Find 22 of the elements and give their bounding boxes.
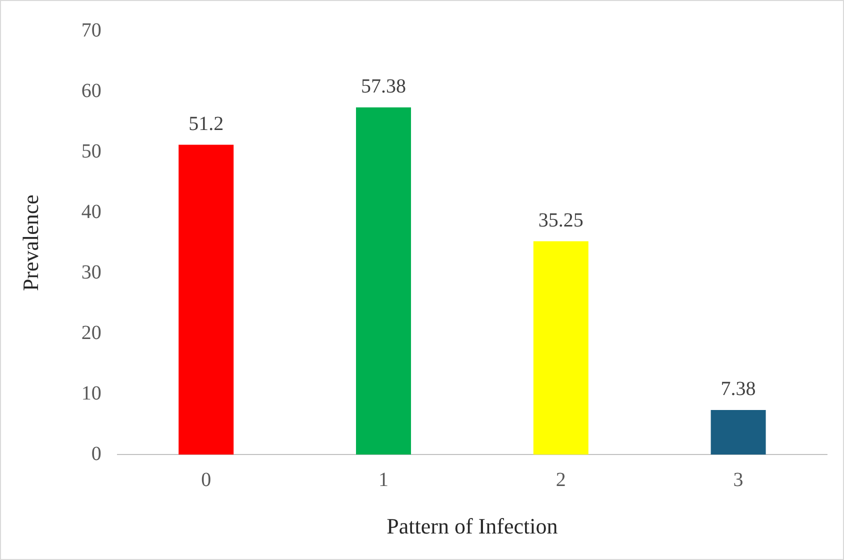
y-tick-label: 20	[81, 322, 102, 344]
y-tick-label: 60	[81, 80, 102, 102]
bar	[356, 107, 411, 455]
y-tick-label: 10	[81, 382, 102, 404]
y-tick-label: 70	[81, 19, 102, 42]
y-tick-label: 30	[81, 261, 102, 284]
x-tick-label: 2	[556, 468, 566, 491]
data-label: 51.2	[188, 113, 224, 136]
x-tick-label: 1	[378, 468, 388, 491]
y-tick-label: 0	[91, 442, 102, 465]
bar	[710, 410, 766, 455]
bar	[533, 241, 588, 455]
x-tick-label: 0	[201, 468, 212, 491]
y-axis-title: Prevalence	[18, 194, 43, 292]
y-tick-label: 50	[81, 140, 102, 162]
data-label: 7.38	[720, 378, 756, 400]
data-label: 57.38	[361, 76, 406, 98]
x-tick-label: 3	[733, 468, 744, 491]
data-label: 35.25	[538, 210, 584, 232]
x-axis-title: Pattern of Infection	[386, 514, 558, 539]
y-tick-label: 40	[81, 200, 102, 223]
bar	[178, 144, 234, 455]
